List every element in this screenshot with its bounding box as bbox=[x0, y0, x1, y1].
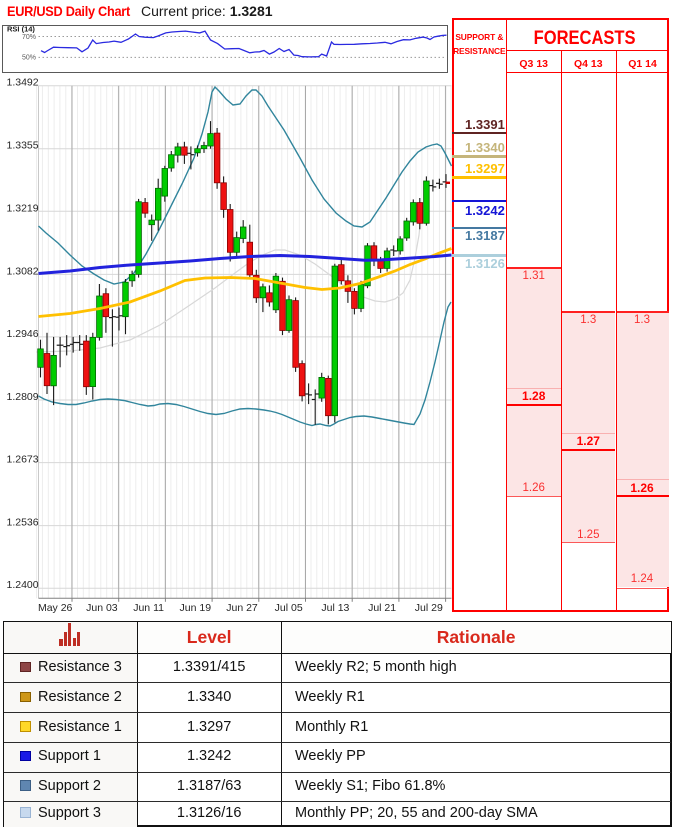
svg-text:Jun 27: Jun 27 bbox=[226, 602, 258, 614]
svg-text:Jun 03: Jun 03 bbox=[86, 602, 118, 614]
svg-text:Jun 11: Jun 11 bbox=[133, 602, 164, 614]
svg-text:Jul 13: Jul 13 bbox=[321, 602, 349, 614]
svg-text:1.3219: 1.3219 bbox=[7, 202, 39, 214]
svg-text:1.2536: 1.2536 bbox=[7, 517, 39, 529]
svg-text:1.2809: 1.2809 bbox=[7, 391, 39, 403]
svg-text:70%: 70% bbox=[22, 34, 36, 41]
svg-text:Jul 21: Jul 21 bbox=[368, 602, 396, 614]
svg-text:May 26: May 26 bbox=[38, 602, 73, 614]
svg-text:1.3082: 1.3082 bbox=[7, 265, 39, 277]
svg-text:50%: 50% bbox=[22, 55, 36, 62]
svg-text:Jun 19: Jun 19 bbox=[180, 602, 212, 614]
svg-text:Jul 29: Jul 29 bbox=[415, 602, 443, 614]
svg-text:1.3355: 1.3355 bbox=[7, 140, 39, 152]
svg-text:1.2400: 1.2400 bbox=[7, 579, 39, 591]
svg-text:Jul 05: Jul 05 bbox=[275, 602, 303, 614]
svg-text:1.2673: 1.2673 bbox=[7, 454, 39, 466]
svg-text:RSI (14): RSI (14) bbox=[7, 25, 35, 34]
svg-text:1.2946: 1.2946 bbox=[7, 328, 39, 340]
svg-text:1.3492: 1.3492 bbox=[7, 77, 39, 89]
